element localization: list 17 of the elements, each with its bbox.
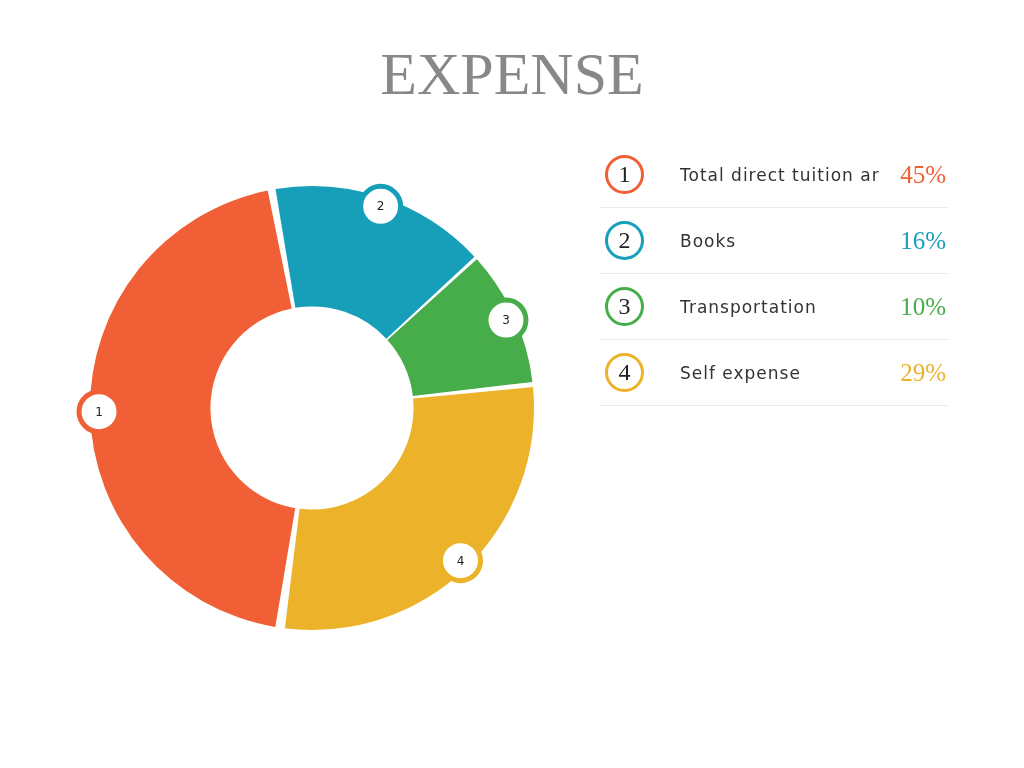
text: 3 xyxy=(618,293,631,319)
chart-title: EXPENSE xyxy=(379,40,645,109)
data-label: 29% xyxy=(900,358,946,387)
data-label: 16% xyxy=(900,226,946,255)
data-label: 10% xyxy=(900,292,946,321)
text: 1 xyxy=(618,161,631,187)
text: 4 xyxy=(618,359,631,385)
text: 3 xyxy=(502,313,510,328)
data-label: 45% xyxy=(900,160,946,189)
legend-label: Total direct tuition ar xyxy=(680,164,881,185)
legend-label: Self expense xyxy=(680,362,802,383)
text: 2 xyxy=(618,227,631,253)
legend-label: Books xyxy=(680,230,738,251)
text: 4 xyxy=(456,553,465,568)
text: 2 xyxy=(376,199,385,214)
text: 1 xyxy=(95,404,103,419)
legend-label: Transportation xyxy=(680,296,818,317)
